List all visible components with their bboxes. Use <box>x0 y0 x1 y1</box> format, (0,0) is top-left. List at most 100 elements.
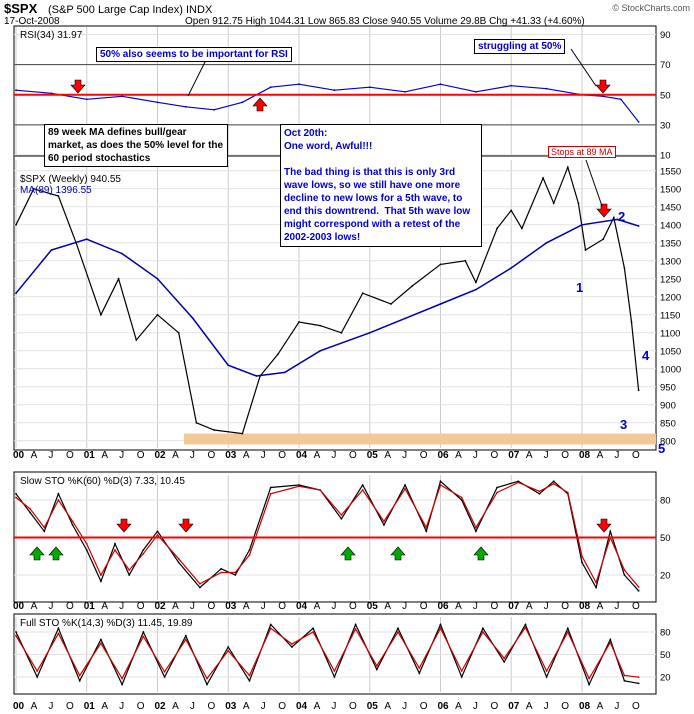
data-point <box>220 567 223 570</box>
x-axis-label: 08 <box>579 450 591 461</box>
data-point <box>637 676 640 678</box>
data-point <box>383 524 385 526</box>
data-point <box>609 638 612 641</box>
data-point <box>248 554 251 556</box>
x-axis-label: 07 <box>508 450 520 461</box>
data-point <box>206 683 208 686</box>
data-point <box>524 623 527 626</box>
data-point <box>43 526 46 529</box>
data-point <box>612 216 615 219</box>
x-axis-label: O <box>137 450 145 461</box>
x-axis-label: J <box>331 601 336 612</box>
y-tick-label: 1550 <box>660 166 681 177</box>
y-tick-label: 1100 <box>660 328 680 339</box>
data-point <box>439 480 442 483</box>
data-point <box>199 586 201 589</box>
x-axis-label: O <box>491 601 499 612</box>
data-point <box>248 549 251 551</box>
data-point <box>404 317 406 320</box>
x-axis-label: 00 <box>13 601 25 612</box>
x-axis-label: 08 <box>579 601 591 612</box>
data-point <box>439 83 442 86</box>
down-arrow-icon <box>596 203 612 218</box>
x-axis-label: A <box>597 601 604 612</box>
x-axis-label: J <box>544 450 549 461</box>
data-point <box>637 121 640 123</box>
data-point <box>142 552 145 555</box>
support-band-rect <box>184 433 656 445</box>
data-point <box>581 223 583 226</box>
data-point <box>503 657 506 660</box>
x-axis-label: 01 <box>84 601 96 612</box>
data-point <box>425 526 428 529</box>
data-point <box>602 95 605 98</box>
x-axis-label: 00 <box>13 450 25 461</box>
y-tick-label: 950 <box>660 382 676 393</box>
data-point <box>383 520 385 523</box>
data-point <box>397 631 399 633</box>
data-point <box>439 627 442 630</box>
data-point <box>255 375 258 377</box>
data-point <box>404 90 406 93</box>
y-tick-label: 50 <box>660 533 671 544</box>
data-point <box>361 484 364 486</box>
wave-label-2: 2 <box>618 209 626 224</box>
data-point <box>32 187 35 190</box>
data-point <box>637 682 640 685</box>
data-point <box>206 677 208 680</box>
x-axis-label: J <box>48 701 53 712</box>
series-lines <box>15 83 640 687</box>
x-axis-label: O <box>137 601 145 612</box>
data-point <box>184 105 187 108</box>
data-point <box>460 670 463 672</box>
x-axis-label: A <box>526 601 533 612</box>
x-axis-label: O <box>561 601 569 612</box>
x-axis-label: O <box>208 450 216 461</box>
y-tick-label: 70 <box>660 60 671 71</box>
data-point <box>354 628 357 630</box>
x-axis-label: J <box>119 701 124 712</box>
data-point <box>545 670 548 672</box>
data-point <box>581 555 583 558</box>
data-point <box>241 101 244 104</box>
y-tick-label: 80 <box>660 628 671 639</box>
data-point <box>340 517 343 520</box>
x-axis-label: O <box>420 450 428 461</box>
data-point <box>85 542 88 545</box>
x-axis-label: A <box>101 450 108 461</box>
data-point <box>521 227 523 230</box>
data-point <box>439 623 442 626</box>
x-axis-label: A <box>455 701 462 712</box>
data-point <box>404 487 406 490</box>
x-axis-label: J <box>544 601 549 612</box>
data-point <box>616 218 619 221</box>
x-axis-label: A <box>384 601 391 612</box>
x-axis-label: A <box>314 601 321 612</box>
data-point <box>340 331 343 334</box>
data-point <box>117 277 120 280</box>
data-point <box>620 98 622 101</box>
data-point <box>584 249 587 251</box>
data-point <box>482 627 484 630</box>
x-axis-label: J <box>473 701 478 712</box>
wave-label-1: 1 <box>576 280 584 295</box>
down-arrow-icon <box>595 79 611 94</box>
data-point <box>100 574 102 576</box>
data-point <box>15 492 17 495</box>
wave-label-5: 5 <box>658 441 666 456</box>
x-axis-label: O <box>491 701 499 712</box>
x-axis-label: A <box>243 601 250 612</box>
ma-title: MA(89) 1396.55 <box>20 185 92 196</box>
data-point <box>637 389 640 392</box>
data-point <box>15 292 17 295</box>
symbol-description: (S&P 500 Large Cap Index) INDX <box>48 4 213 16</box>
up-arrow-icon <box>29 546 45 561</box>
data-point <box>57 195 60 197</box>
data-point <box>552 482 555 485</box>
data-point <box>269 492 272 495</box>
x-axis-label: O <box>420 701 428 712</box>
data-point <box>566 631 569 633</box>
data-point <box>390 303 392 305</box>
